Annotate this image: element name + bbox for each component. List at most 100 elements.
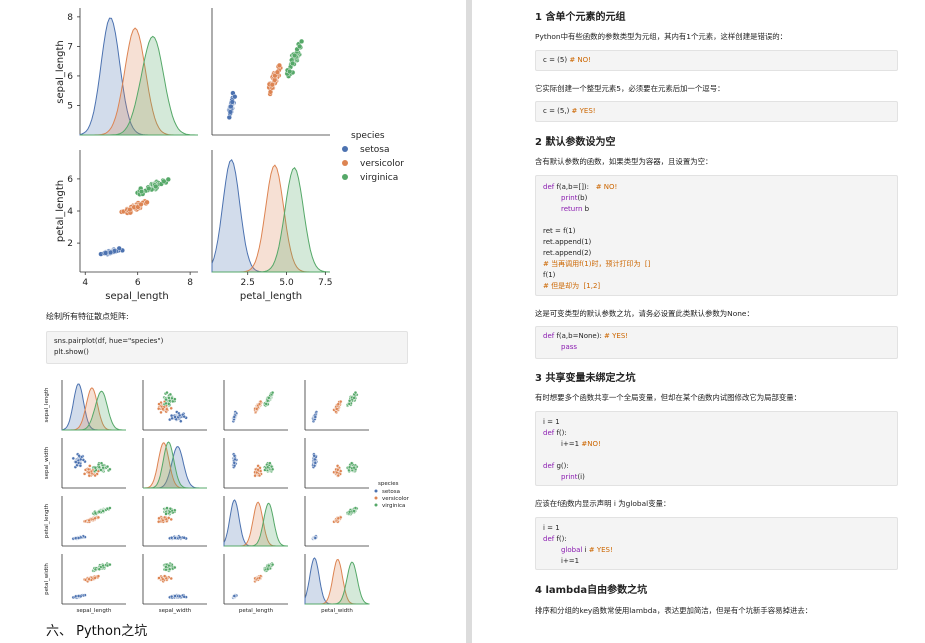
scatter-point-setosa	[78, 463, 83, 468]
ytick-label: 4	[67, 207, 73, 217]
page-gutter	[466, 0, 472, 643]
scatter-point-setosa	[232, 415, 237, 419]
scatter-point-setosa	[179, 419, 183, 423]
scatter-point-virginica	[292, 52, 298, 59]
scatter-point-versicolor	[339, 399, 343, 404]
scatter-point-setosa	[228, 103, 234, 110]
code4-sig: f(a,b=None):	[554, 332, 605, 340]
scatter-point-setosa	[312, 463, 317, 468]
pairplot-panel	[142, 380, 207, 431]
scatter-point-virginica	[347, 465, 352, 469]
code3-l3: b	[582, 205, 590, 213]
scatter-point-setosa	[177, 594, 182, 599]
code3-l1-comment: # NO!	[595, 183, 618, 191]
scatter-point-setosa	[313, 461, 317, 465]
ylabel-full-1: sepal_width	[44, 446, 50, 479]
ytick-label: 6	[67, 72, 73, 82]
code6-l3-comment: # YES!	[588, 546, 613, 554]
xtick-label: 2.5	[241, 278, 255, 288]
code3-l4: ret = f(1)	[543, 227, 576, 235]
para-7: 排序和分组的key函数常使用lambda，表达更加简洁，但是有个坑新手容易掉进去…	[535, 606, 813, 615]
scatter-point-versicolor	[255, 407, 259, 411]
scatter-point-virginica	[138, 189, 145, 195]
pairplot-full-figure: sepal_lengthsepal_lengthsepal_widthsepal…	[44, 380, 410, 614]
scatter-point-setosa	[75, 463, 79, 468]
kde-curve-virginica	[212, 167, 331, 273]
scatter-point-setosa	[182, 414, 186, 419]
scatter-point-virginica	[352, 465, 356, 470]
legend-label-full-setosa: setosa	[382, 489, 400, 495]
scatter-point-versicolor	[93, 473, 97, 478]
scatter-point-setosa	[313, 457, 317, 462]
ylabel-sepal-length: sepal_length	[55, 40, 66, 104]
para-4: 这是可变类型的默认参数之坑，请务必设置此类默认参数为None：	[535, 309, 754, 318]
xlabel-full-2: petal_length	[239, 608, 274, 614]
scatter-point-versicolor	[156, 407, 161, 411]
scatter-point-virginica	[267, 563, 271, 568]
scatter-point-versicolor	[162, 574, 167, 578]
scatter-point-virginica	[290, 60, 296, 67]
scatter-point-versicolor	[256, 468, 260, 472]
scatter-point-setosa	[233, 457, 237, 462]
scatter-point-versicolor	[93, 576, 97, 580]
scatter-point-virginica	[101, 465, 105, 470]
scatter-point-virginica	[164, 401, 168, 406]
scatter-point-virginica	[353, 506, 358, 510]
code6-l1: i = 1	[543, 524, 560, 532]
scatter-point-virginica	[167, 399, 172, 403]
scatter-point-versicolor	[156, 519, 161, 524]
code1-text: c = (5)	[543, 56, 570, 64]
scatter-point-setosa	[229, 99, 235, 105]
scatter-point-virginica	[99, 461, 104, 465]
scatter-point-versicolor	[161, 518, 165, 523]
scatter-point-setosa	[313, 536, 317, 540]
scatter-point-setosa	[232, 463, 237, 468]
scatter-point-virginica	[164, 397, 168, 402]
code4-comment: # YES!	[604, 332, 629, 340]
pairplot-panel	[223, 554, 288, 605]
kw-def-5b: def	[543, 462, 555, 470]
pairplot-panel	[61, 438, 126, 489]
scatter-point-virginica	[173, 397, 177, 401]
scatter-point-versicolor	[144, 199, 150, 205]
scatter-point-virginica	[167, 396, 171, 400]
code-block-6: i = 1 def f(): global i # YES! i+=1	[535, 517, 898, 570]
ytick-label: 7	[67, 42, 73, 52]
scatter-point-virginica	[173, 565, 177, 570]
scatter-point-setosa	[182, 536, 186, 540]
scatter-point-virginica	[347, 399, 352, 403]
scatter-point-versicolor	[164, 576, 169, 581]
scatter-point-virginica	[108, 506, 112, 510]
scatter-point-versicolor	[87, 473, 92, 478]
code6-l2: f():	[554, 535, 567, 543]
scatter-point-versicolor	[255, 470, 259, 475]
pairplot-panel	[223, 380, 288, 431]
code6-l3: i	[582, 546, 589, 554]
scatter-point-versicolor	[88, 464, 92, 468]
kw-def: def	[543, 183, 555, 191]
scatter-point-versicolor	[339, 469, 343, 473]
scatter-point-virginica	[101, 509, 105, 513]
heading-1: 1 含单个元素的元组	[535, 12, 626, 23]
scatter-point-virginica	[352, 396, 356, 400]
legend-title-full: species	[378, 481, 399, 487]
code3-l6: ret.append(2)	[543, 249, 592, 257]
code1-comment: # NO!	[569, 56, 591, 64]
scatter-point-setosa	[313, 415, 317, 419]
scatter-point-virginica	[171, 399, 175, 404]
scatter-point-virginica	[266, 399, 270, 403]
code2-comment: # YES!	[571, 107, 596, 115]
code-line-1: sns.pairplot(df, hue="species")	[54, 337, 164, 345]
scatter-point-virginica	[353, 390, 358, 395]
scatter-point-versicolor	[86, 467, 91, 472]
code3-l2: (b)	[577, 194, 588, 202]
scatter-point-setosa	[177, 413, 182, 418]
scatter-point-virginica	[299, 38, 305, 45]
scatter-point-virginica	[161, 178, 167, 184]
scatter-point-virginica	[352, 509, 356, 513]
scatter-point-versicolor	[336, 402, 340, 406]
scatter-point-setosa	[177, 535, 182, 540]
legend-marker-full-versicolor	[374, 496, 378, 500]
scatter-point-virginica	[264, 402, 268, 406]
kw-def-4: def	[543, 332, 555, 340]
